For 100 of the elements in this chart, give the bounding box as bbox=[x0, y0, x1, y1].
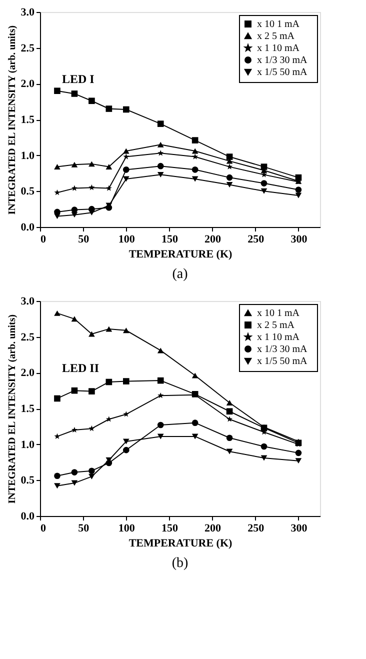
point bbox=[226, 400, 233, 406]
point bbox=[295, 192, 302, 198]
point bbox=[122, 148, 130, 154]
point bbox=[122, 328, 130, 334]
point bbox=[71, 426, 78, 433]
x-tick-label: 250 bbox=[248, 234, 265, 246]
point bbox=[88, 184, 95, 190]
point bbox=[123, 154, 130, 160]
y-tick-label: 1.5 bbox=[20, 114, 35, 126]
point bbox=[122, 106, 130, 113]
y-tick-label: 3.0 bbox=[20, 296, 35, 308]
point bbox=[192, 148, 198, 154]
legend-label: x 2 5 mA bbox=[257, 320, 296, 331]
x-tick-label: 150 bbox=[161, 522, 178, 534]
legend-label: x 1/5 50 mA bbox=[257, 67, 308, 78]
y-tick-label: 0.0 bbox=[20, 510, 35, 522]
point bbox=[295, 450, 302, 456]
point bbox=[226, 448, 233, 454]
point bbox=[157, 377, 164, 384]
x-axis-title: TEMPERATURE (K) bbox=[128, 538, 233, 550]
point bbox=[88, 161, 95, 167]
legend-label: x 2 5 mA bbox=[257, 31, 296, 42]
y-tick-label: 3.0 bbox=[20, 6, 35, 18]
x-tick-label: 150 bbox=[161, 234, 178, 246]
y-axis-title: INTEGRATED EL INTENSITY (arb. units) bbox=[6, 314, 18, 504]
y-tick-label: 2.0 bbox=[20, 78, 35, 90]
x-tick-label: 0 bbox=[40, 522, 46, 534]
point bbox=[295, 186, 302, 193]
x-tick-label: 50 bbox=[78, 522, 90, 534]
point bbox=[226, 416, 233, 422]
point bbox=[260, 188, 268, 194]
point bbox=[88, 210, 95, 216]
point bbox=[226, 174, 233, 181]
point bbox=[88, 468, 95, 474]
point bbox=[157, 422, 164, 428]
point bbox=[122, 166, 130, 173]
point bbox=[54, 88, 60, 94]
point bbox=[157, 172, 164, 178]
y-tick-label: 1.5 bbox=[20, 403, 35, 415]
point bbox=[54, 395, 60, 402]
point bbox=[192, 420, 198, 426]
y-tick-label: 1.0 bbox=[20, 150, 35, 162]
point bbox=[54, 214, 60, 219]
point bbox=[158, 150, 164, 156]
point bbox=[106, 326, 112, 332]
point bbox=[192, 434, 198, 440]
point bbox=[88, 388, 95, 394]
annotation: LED I bbox=[62, 72, 95, 86]
y-axis-title: INTEGRATED EL INTENSITY (arb. units) bbox=[6, 25, 18, 215]
point bbox=[88, 331, 95, 337]
point bbox=[260, 164, 268, 170]
point bbox=[106, 185, 112, 191]
point bbox=[226, 154, 233, 160]
y-tick-label: 0.0 bbox=[20, 222, 35, 234]
y-tick-label: 0.5 bbox=[20, 186, 35, 198]
point bbox=[54, 310, 60, 316]
point bbox=[122, 378, 130, 384]
point bbox=[226, 408, 233, 415]
point bbox=[88, 474, 95, 480]
point bbox=[71, 162, 78, 168]
y-tick-label: 0.5 bbox=[20, 474, 35, 487]
x-tick-label: 100 bbox=[118, 234, 136, 246]
point bbox=[192, 137, 198, 144]
legend-label: x 1 10 mA bbox=[257, 43, 300, 54]
point bbox=[123, 411, 130, 417]
point bbox=[192, 372, 198, 378]
x-tick-label: 100 bbox=[118, 522, 136, 534]
point bbox=[192, 176, 198, 182]
point bbox=[192, 154, 198, 160]
legend-label: x 10 1 mA bbox=[257, 19, 300, 30]
point bbox=[71, 185, 78, 191]
y-tick-label: 2.0 bbox=[20, 367, 35, 380]
text: (b) bbox=[172, 556, 188, 571]
point bbox=[106, 378, 112, 386]
point bbox=[106, 416, 112, 422]
point bbox=[122, 438, 130, 444]
point bbox=[122, 446, 130, 454]
point bbox=[157, 162, 164, 170]
y-tick-label: 2.5 bbox=[20, 42, 35, 54]
point bbox=[157, 434, 164, 440]
point bbox=[88, 98, 95, 104]
point bbox=[54, 433, 60, 440]
x-axis-title: TEMPERATURE (K) bbox=[128, 248, 233, 260]
point bbox=[192, 166, 198, 173]
point bbox=[295, 458, 302, 464]
x-tick-label: 200 bbox=[204, 522, 222, 534]
x-tick-label: 300 bbox=[290, 522, 308, 534]
point bbox=[54, 483, 60, 489]
point bbox=[226, 434, 233, 442]
legend-label: x 1/5 50 mA bbox=[257, 356, 308, 367]
point bbox=[157, 120, 164, 127]
point bbox=[226, 182, 233, 188]
legend-label: x 1/3 30 mA bbox=[257, 344, 308, 355]
point bbox=[71, 212, 78, 218]
point bbox=[71, 90, 78, 97]
y-tick-label: 2.5 bbox=[20, 331, 35, 344]
point bbox=[260, 455, 268, 461]
legend-label: x 10 1 mA bbox=[257, 308, 300, 319]
x-tick-label: 0 bbox=[40, 234, 46, 246]
text: (a) bbox=[172, 267, 188, 282]
